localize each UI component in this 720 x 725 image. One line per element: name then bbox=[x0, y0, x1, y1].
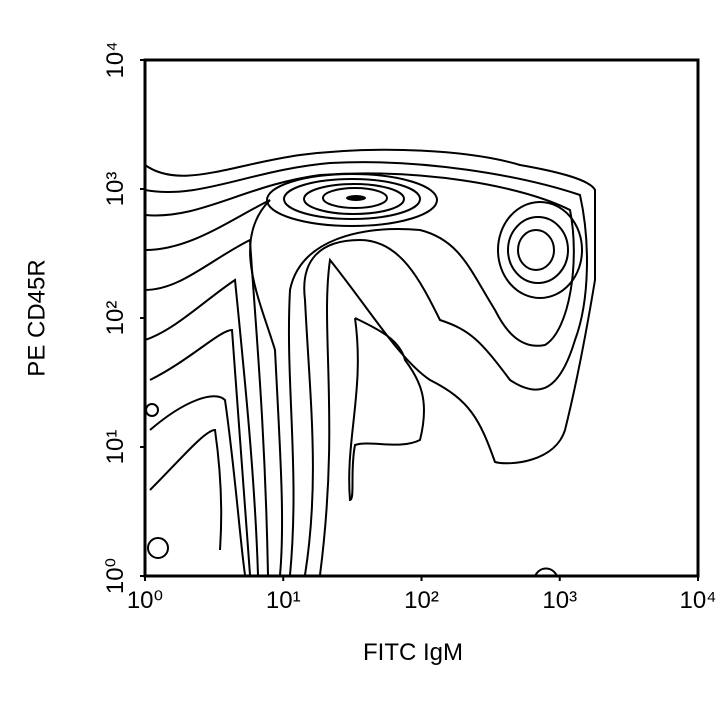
contour-line bbox=[145, 161, 588, 576]
contour-line bbox=[149, 328, 251, 576]
contour-line bbox=[145, 199, 284, 576]
contour-line bbox=[497, 201, 583, 299]
contour-line bbox=[517, 229, 555, 271]
x-tick-label: 10² bbox=[404, 587, 439, 614]
contour-line bbox=[145, 238, 269, 576]
contour-line bbox=[145, 278, 259, 576]
contour-line bbox=[145, 148, 596, 576]
y-tick-label: 10³ bbox=[102, 172, 129, 207]
x-tick-label: 10⁰ bbox=[127, 587, 163, 614]
contour-line bbox=[147, 537, 169, 559]
y-tick-label: 10⁰ bbox=[102, 558, 129, 594]
contour-peak bbox=[346, 195, 366, 201]
plot-frame bbox=[143, 58, 700, 578]
contours bbox=[145, 148, 596, 576]
y-tick-label: 10² bbox=[102, 301, 129, 336]
contour-line bbox=[149, 428, 223, 551]
contour-line bbox=[145, 403, 159, 417]
y-tick-label: 10⁴ bbox=[102, 41, 129, 78]
contour-line bbox=[266, 173, 438, 227]
contour-line bbox=[149, 395, 246, 576]
contour-line bbox=[303, 183, 405, 215]
x-axis-title: FITC IgM bbox=[363, 639, 463, 666]
contour-line bbox=[507, 216, 569, 284]
y-tick-label: 10¹ bbox=[102, 430, 129, 465]
contour-line bbox=[534, 567, 558, 576]
y-axis-title: PE CD45R bbox=[23, 259, 50, 376]
x-tick-label: 10⁴ bbox=[679, 587, 716, 614]
x-tick-label: 10¹ bbox=[266, 587, 301, 614]
contour-line bbox=[145, 172, 575, 576]
contour-line bbox=[283, 178, 421, 220]
x-tick-label: 10³ bbox=[542, 587, 577, 614]
contour-line bbox=[348, 317, 426, 502]
contour-line bbox=[322, 187, 388, 209]
